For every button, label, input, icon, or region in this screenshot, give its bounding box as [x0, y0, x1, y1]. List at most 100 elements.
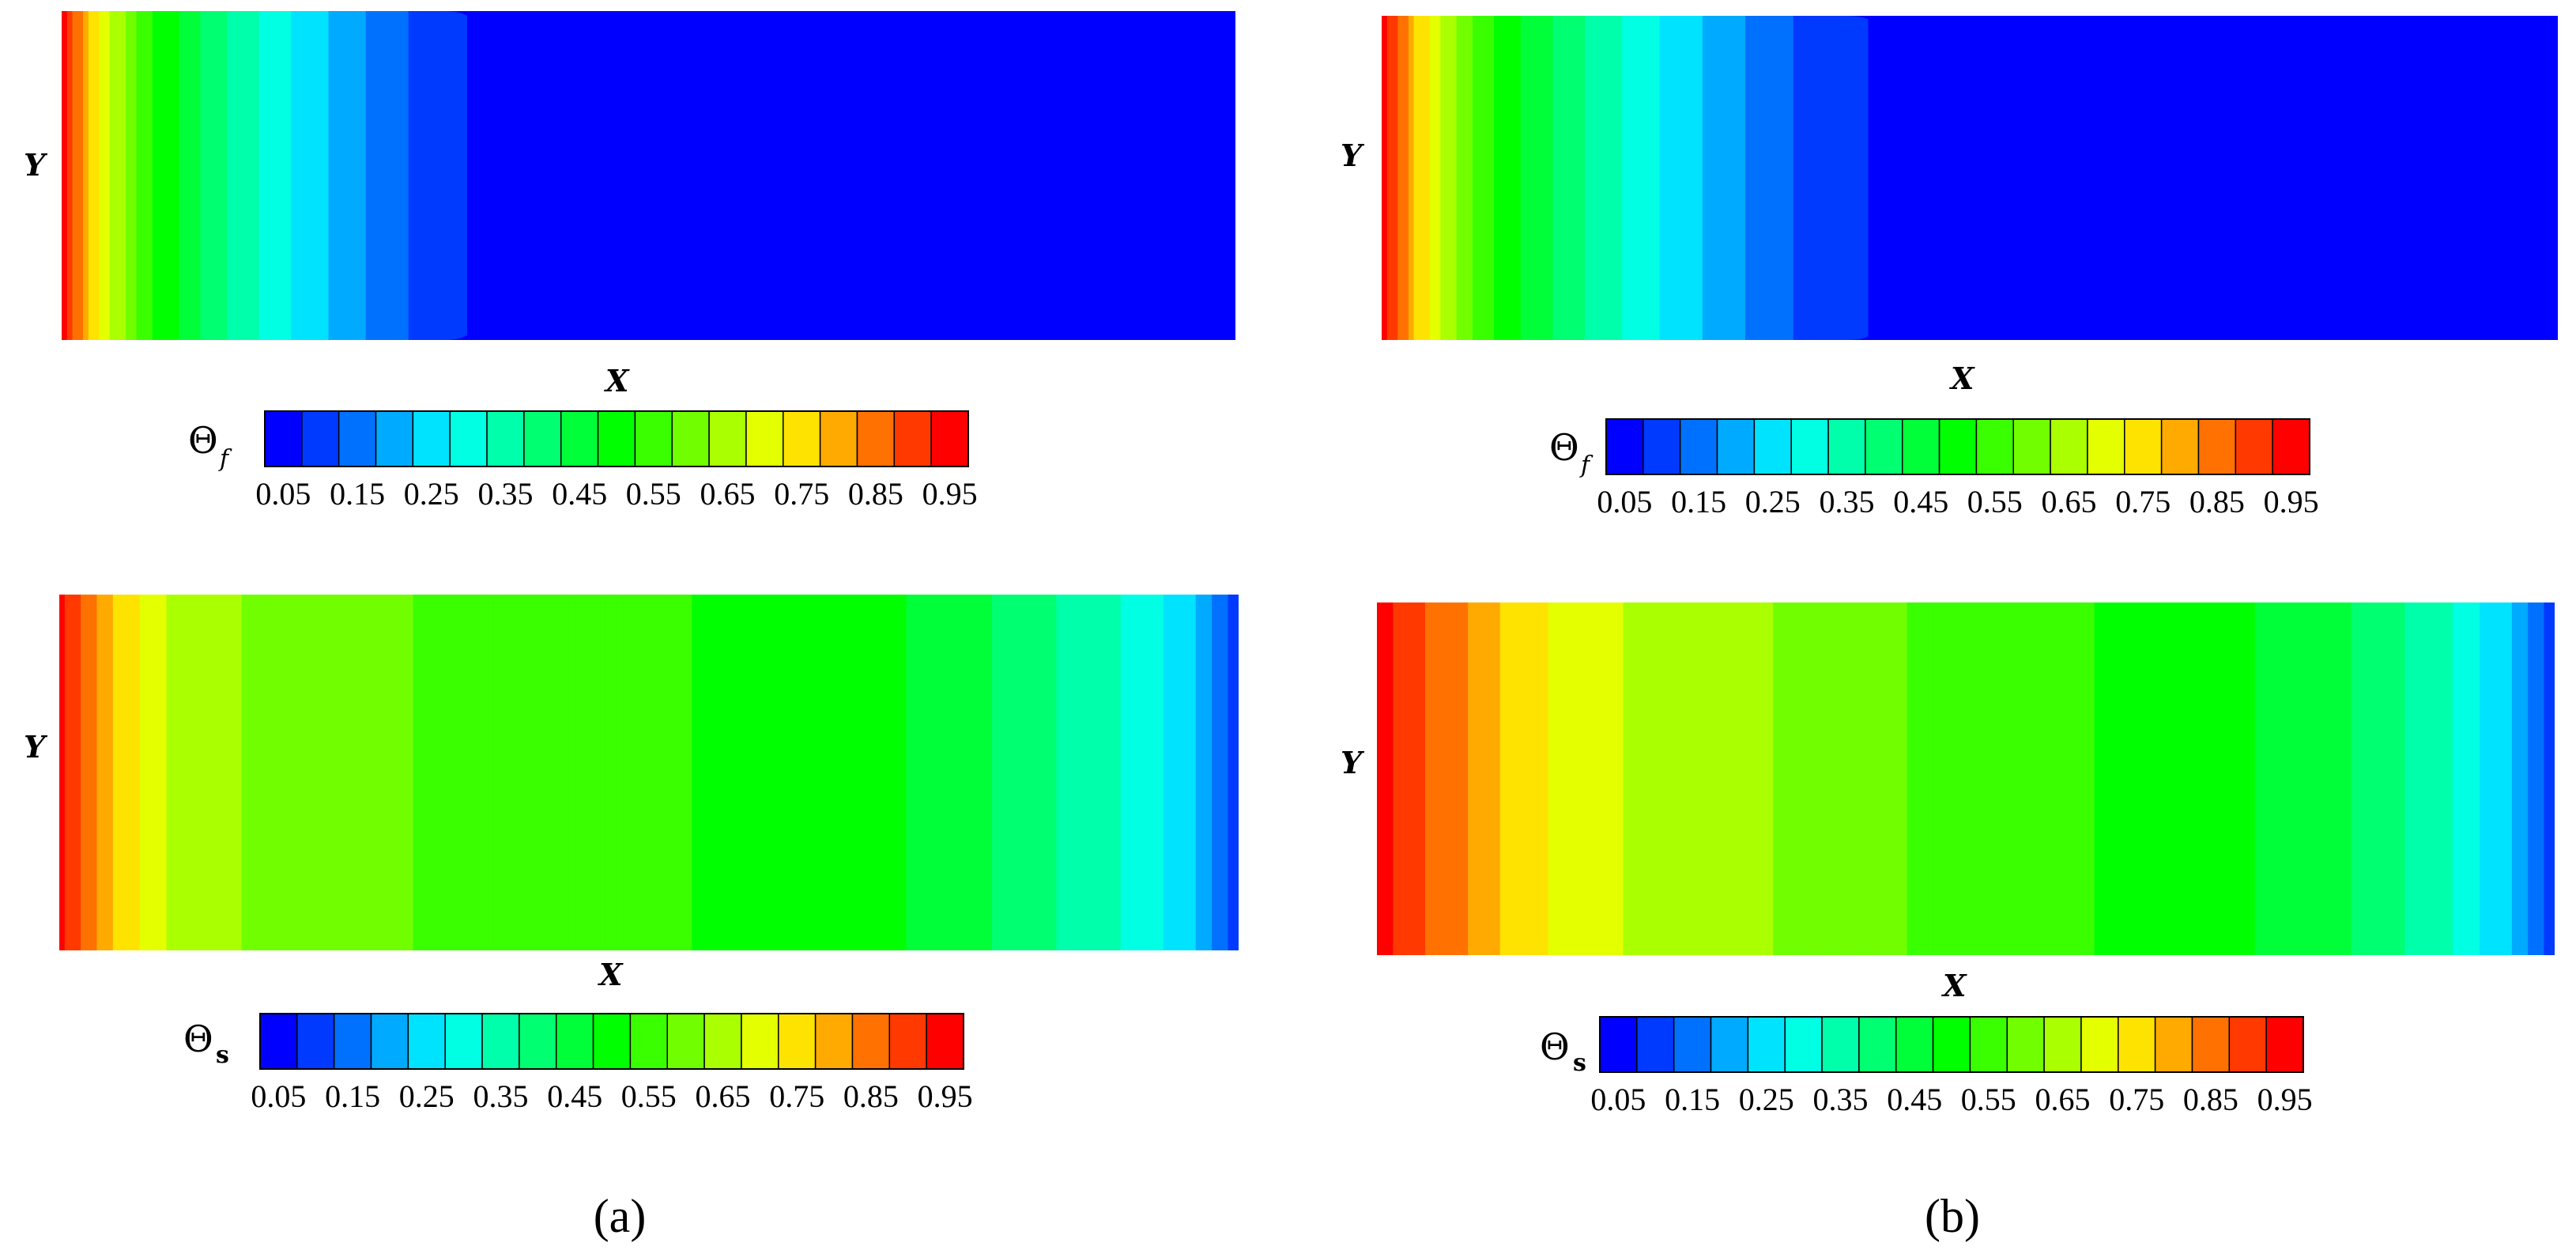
contour-band: [1692, 16, 1698, 340]
contour-band: [2217, 602, 2223, 955]
contour-band: [1734, 16, 1741, 340]
contour-band: [1409, 602, 1416, 955]
contour-band: [1595, 16, 1602, 340]
contour-band: [1660, 602, 1667, 955]
contour-band: [1472, 16, 1479, 340]
contour-band: [279, 595, 285, 950]
contour-band: [1842, 602, 1849, 955]
contour-band: [273, 595, 280, 950]
contour-band: [1131, 595, 1137, 950]
contour-band: [920, 11, 927, 340]
colorbar-tick-label: 0.55: [1967, 484, 2023, 519]
contour-band: [627, 11, 634, 340]
contour-band: [922, 595, 929, 950]
contour-band: [1548, 602, 1555, 955]
contour-band: [1960, 602, 1967, 955]
contour-band: [206, 11, 212, 340]
contour-band: [2158, 602, 2165, 955]
colorbar-cell: [703, 1013, 742, 1070]
contour-band: [740, 595, 746, 950]
contour-band: [1831, 602, 1839, 955]
contour-band: [1461, 16, 1469, 340]
contour-band: [1511, 602, 1517, 955]
contour-band: [130, 11, 138, 340]
contour-band: [163, 11, 169, 340]
contour-band: [531, 11, 537, 340]
contour-band: [2463, 602, 2470, 955]
contour-band: [1195, 595, 1202, 950]
contour-band: [1499, 602, 1507, 955]
contour-band: [392, 11, 399, 340]
contour-band: [2244, 602, 2250, 955]
contour-band: [1750, 16, 1757, 340]
contour-band: [225, 595, 232, 950]
contour-band: [194, 11, 202, 340]
colorbar-frame: [1599, 1016, 2304, 1073]
contour-band: [1032, 11, 1039, 340]
contour-band: [1457, 602, 1464, 955]
contour-band: [2084, 602, 2090, 955]
colorbar-cell: [1975, 418, 2015, 475]
contour-band: [900, 595, 907, 950]
contour-band: [926, 11, 933, 340]
contour-band: [890, 595, 896, 950]
contour-band: [552, 595, 559, 950]
contour-band: [643, 595, 650, 950]
contour-band: [451, 595, 457, 950]
contour-band: [1216, 595, 1224, 950]
contour-band: [2511, 602, 2518, 955]
contour-band: [1505, 602, 1512, 955]
contour-band: [66, 11, 74, 340]
contour-band: [965, 595, 971, 950]
contour-band: [1027, 11, 1034, 340]
contour-band: [254, 11, 260, 340]
contour-band: [1164, 595, 1170, 950]
contour-band: [1617, 602, 1624, 955]
contour-band: [1649, 16, 1655, 340]
contour-band: [888, 11, 895, 340]
contour-band: [2469, 602, 2476, 955]
contour-band: [1853, 602, 1860, 955]
contour-band: [1462, 602, 1469, 955]
contour-band: [1789, 602, 1796, 955]
contour-band: [1018, 595, 1025, 950]
contour-band: [403, 11, 409, 340]
contour-band: [371, 11, 378, 340]
contour-band: [2301, 16, 2307, 340]
contour-band: [466, 595, 473, 950]
contour-band: [1110, 595, 1116, 950]
contour-band: [2419, 16, 2425, 340]
contour-band: [334, 11, 340, 340]
contour-band: [2057, 602, 2063, 955]
contour-band: [1616, 16, 1624, 340]
contour-band: [2223, 602, 2229, 955]
contour-band: [798, 11, 805, 340]
contour-band: [1590, 16, 1597, 340]
contour-band: [1974, 16, 1982, 340]
contour-band: [1869, 602, 1876, 955]
contour-band: [1531, 16, 1537, 340]
contour-band: [617, 11, 623, 340]
contour-band: [2329, 602, 2337, 955]
contour-band: [1895, 602, 1903, 955]
contour-band: [990, 11, 997, 340]
contour-band: [1944, 602, 1951, 955]
contour-band: [1837, 602, 1844, 955]
contour-band: [2410, 602, 2416, 955]
contour-band: [1665, 602, 1673, 955]
contour-band: [1788, 16, 1794, 340]
contour-band: [2372, 602, 2379, 955]
colorbar-tick-label: 0.85: [2189, 484, 2245, 519]
contour-band: [1494, 16, 1500, 340]
contour-band: [1654, 16, 1661, 340]
contour-band: [968, 11, 975, 340]
contour-band: [139, 595, 146, 950]
contour-band: [1008, 595, 1014, 950]
contour-band: [2274, 16, 2281, 340]
contour-band: [2370, 16, 2377, 340]
contour-band: [2480, 602, 2486, 955]
colorbar-cell: [375, 410, 414, 467]
colorbar-tick-label: 0.35: [473, 1078, 529, 1114]
contour-band: [1446, 602, 1453, 955]
contour-band: [1077, 595, 1084, 950]
